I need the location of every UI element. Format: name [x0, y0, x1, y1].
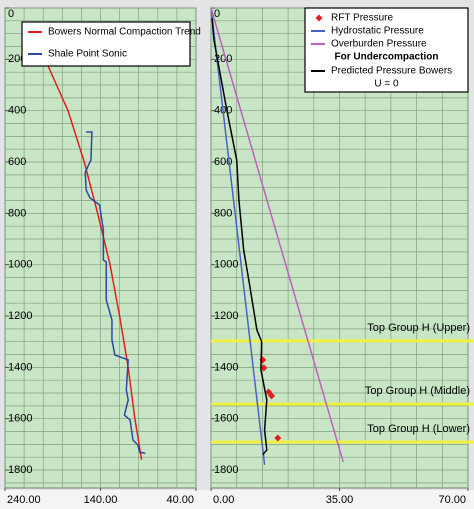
series-line	[84, 131, 146, 455]
legend-label: Bowers Normal Compaction Trend	[48, 27, 201, 38]
series-line	[211, 18, 268, 456]
y-tick-label: 600	[214, 156, 232, 168]
legend-box	[21, 21, 191, 67]
y-tick-label: 1200	[8, 310, 32, 322]
y-tick-label: 400	[8, 105, 26, 117]
rft-point	[268, 392, 276, 400]
y-tick-label: 1000	[8, 259, 32, 271]
rft-point	[274, 434, 282, 442]
y-tick-label: 0	[214, 8, 220, 20]
x-tick-label: 35.00	[326, 494, 354, 506]
legend-label: Overburden Pressure	[331, 39, 427, 50]
y-tick-label: 1800	[8, 464, 32, 476]
y-tick-label: 0	[8, 8, 14, 20]
y-tick-label: 1800	[214, 464, 238, 476]
horizon-label: Top Group H (Upper)	[367, 322, 470, 334]
x-tick-label: 0.00	[213, 494, 234, 506]
x-tick-label: 240.00	[7, 494, 41, 506]
legend-label: Predicted Pressure Bowers	[331, 66, 452, 77]
x-tick-label: 140.00	[84, 494, 118, 506]
horizon-label: Top Group H (Middle)	[365, 385, 470, 397]
y-tick-label: 1400	[214, 361, 238, 373]
y-tick-label: 800	[8, 207, 26, 219]
x-tick-label: 40.00	[166, 494, 194, 506]
y-tick-label: 1400	[8, 361, 32, 373]
legend-footer: U = 0	[374, 79, 399, 90]
y-tick-label: 1600	[214, 413, 238, 425]
x-tick-label: 70.00	[438, 494, 466, 506]
y-tick-label: 600	[8, 156, 26, 168]
axis-strip	[0, 490, 474, 509]
legend-box	[304, 7, 469, 93]
legend: RFT Pressure Hydrostatic Pressure Overburd…	[304, 7, 469, 93]
legend-label: RFT Pressure	[331, 13, 393, 24]
series-line	[210, 7, 266, 465]
y-tick-label: 1600	[8, 413, 32, 425]
rft-point	[260, 364, 268, 372]
y-tick-label: 800	[214, 207, 232, 219]
legend-label: Hydrostatic Pressure	[331, 26, 424, 37]
legend-heading: For Undercompaction	[335, 52, 439, 63]
legend-label: Shale Point Sonic	[48, 49, 127, 60]
y-tick-label: 1000	[214, 259, 238, 271]
series-line	[210, 7, 344, 463]
legend-marker	[315, 14, 323, 22]
y-tick-label: 1200	[214, 310, 238, 322]
horizon-label: Top Group H (Lower)	[367, 423, 470, 435]
legend: Bowers Normal Compaction Trend Shale Poin…	[21, 21, 201, 67]
